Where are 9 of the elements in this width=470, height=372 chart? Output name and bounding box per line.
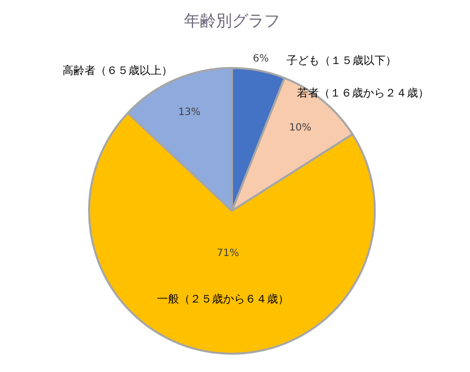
slice-label: 子ども（１５歳以下） xyxy=(286,54,397,67)
data-label: 13% xyxy=(178,106,200,118)
slice-label: 高齢者（６５歳以上） xyxy=(62,64,172,77)
chart-title: 年齢別グラフ xyxy=(184,11,280,30)
slice-label: 若者（１６歳から２４歳） xyxy=(297,86,430,100)
data-label: 10% xyxy=(289,122,312,134)
data-label: 71% xyxy=(216,248,240,260)
data-label: 6% xyxy=(252,54,269,65)
slice-label: 一般（２５歳から６４歳） xyxy=(157,292,290,306)
